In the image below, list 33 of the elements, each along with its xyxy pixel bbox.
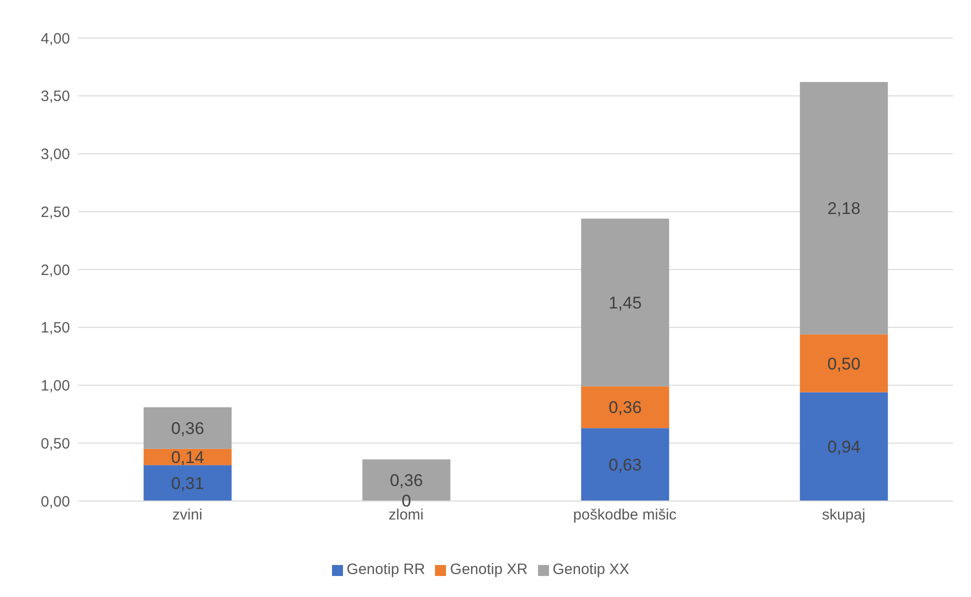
data-label: 2,18 — [827, 199, 860, 218]
bar — [581, 386, 670, 428]
y-tick-label: 0,50 — [40, 435, 70, 452]
legend-label: Genotip XX — [552, 561, 630, 578]
data-label: 0,36 — [608, 398, 642, 418]
y-tick-label: 2,50 — [40, 204, 70, 221]
data-label: 0,94 — [827, 438, 860, 457]
legend-label: Genotip XR — [450, 561, 528, 578]
bar — [800, 82, 888, 334]
bar — [144, 465, 232, 501]
y-tick-label: 1,00 — [40, 378, 70, 395]
data-label: 1,45 — [608, 293, 642, 312]
y-tick-label: 3,00 — [40, 146, 70, 164]
y-tick-label: 4,00 — [40, 30, 70, 48]
data-label: 0,36 — [390, 471, 423, 490]
x-tick-label: zvini — [172, 506, 202, 524]
y-tick-label: 0,00 — [40, 493, 70, 510]
legend-label: Genotip RR — [346, 561, 426, 578]
data-label: 0,14 — [171, 448, 204, 468]
bar — [581, 428, 670, 501]
data-label: 0,63 — [608, 456, 642, 475]
data-label: 0,50 — [827, 354, 860, 374]
y-tick-label: 2,00 — [40, 262, 70, 279]
bar — [581, 218, 670, 386]
bar — [144, 407, 232, 449]
x-tick-label: skupaj — [822, 506, 866, 524]
data-label: 0,31 — [171, 474, 204, 494]
y-tick-label: 3,50 — [40, 88, 70, 106]
bar — [800, 392, 888, 501]
data-label: 0,36 — [171, 419, 204, 438]
x-tick-label: poškodbe mišic — [573, 506, 678, 524]
bar — [800, 334, 888, 392]
y-tick-label: 1,50 — [40, 320, 70, 337]
